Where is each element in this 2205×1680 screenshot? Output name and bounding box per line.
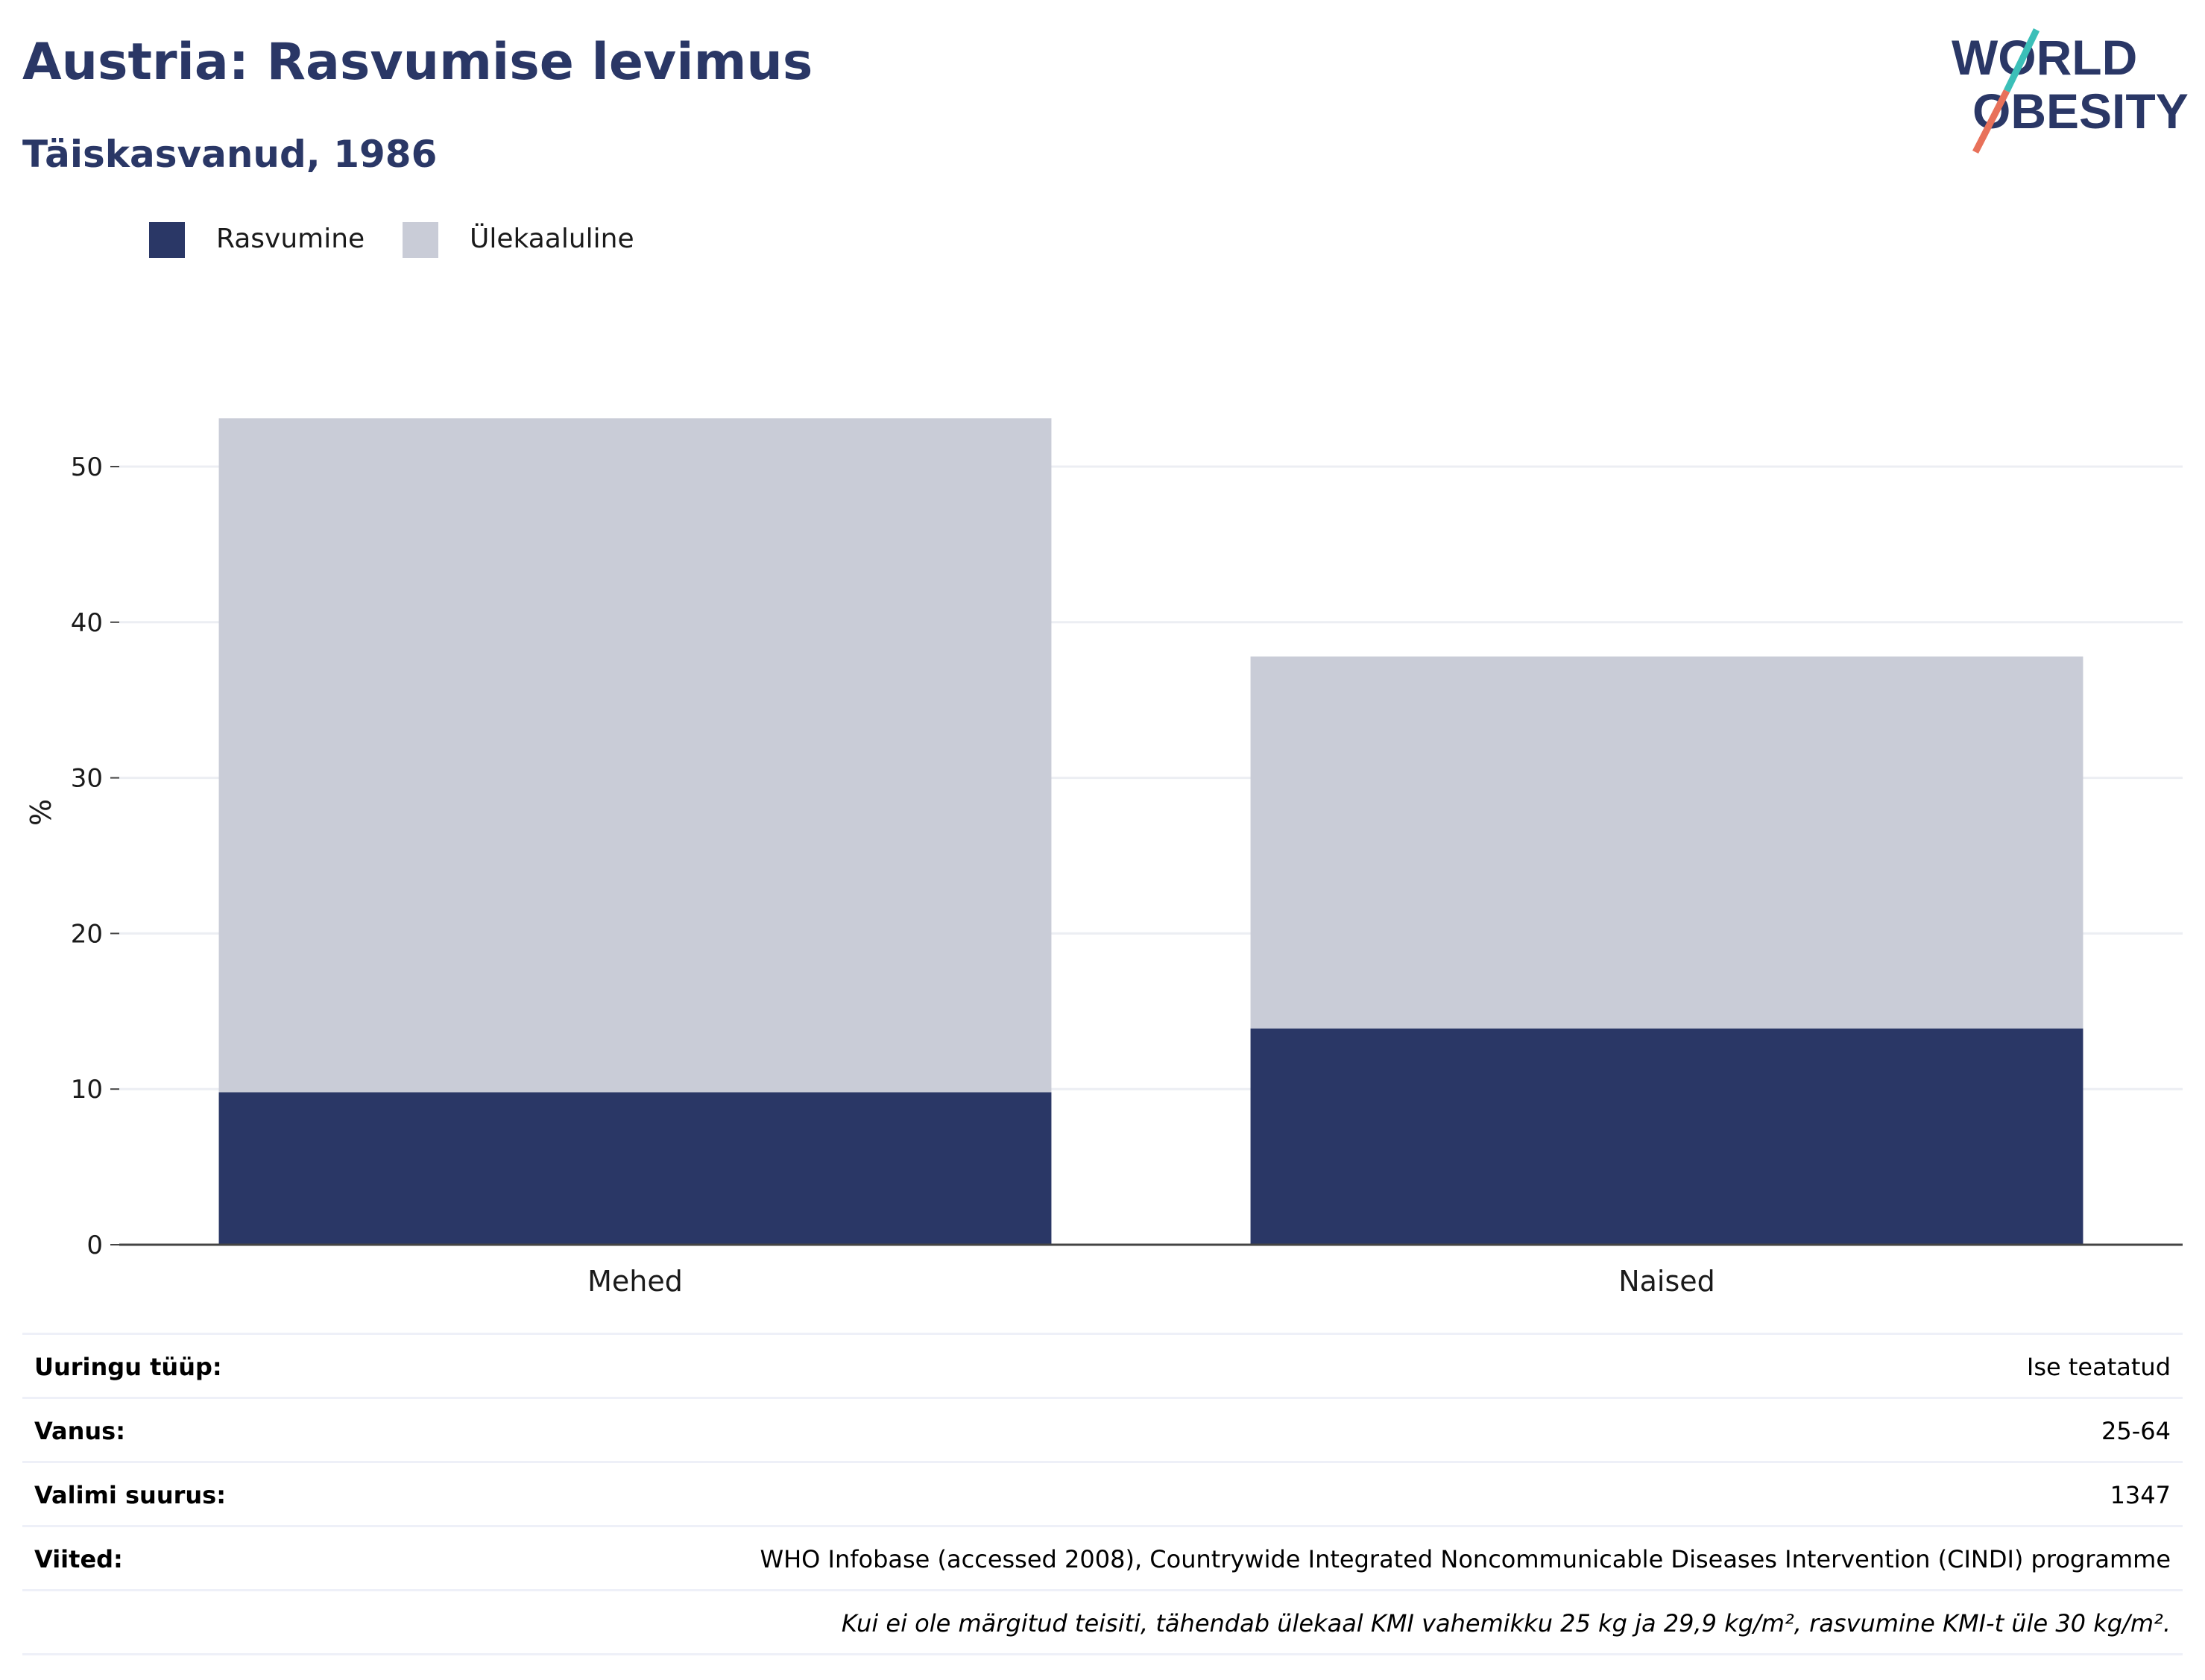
definition-footnote: Kui ei ole märgitud teisiti, tähendab ül… [841,1609,2171,1638]
bar-chart: 0 10 20 30 40 50% Mehed Naised [25,418,2183,1298]
y-tick-label: 30 [71,764,103,794]
y-tick-label: 20 [71,919,103,949]
bar-ulekaaluline-naised [1250,656,2083,1029]
info-value: 1347 [2110,1481,2171,1509]
info-row-footnote: Kui ei ole märgitud teisiti, tähendab ül… [22,1589,2183,1655]
survey-info-table: Uuringu tüüp: Ise teatatud Vanus: 25-64 … [22,1333,2183,1655]
info-key: Uuringu tüüp: [34,1353,222,1381]
bar-ulekaaluline-mehed [218,418,1052,1093]
y-tick-label: 0 [86,1231,103,1260]
logo-word-world: WORLD [1952,30,2137,85]
info-row-survey-type: Uuringu tüüp: Ise teatatud [22,1333,2183,1397]
chart-title: Austria: Rasvumise levimus [22,33,813,92]
info-row-references: Viited: WHO Infobase (accessed 2008), Co… [22,1525,2183,1589]
legend-swatch-rasvumine [149,222,185,258]
info-value: 25-64 [2101,1417,2171,1445]
world-obesity-logo: WORLD OBESITY [1952,28,2189,154]
x-tick-label: Mehed [587,1265,683,1298]
info-key: Viited: [34,1545,123,1573]
info-value: WHO Infobase (accessed 2008), Countrywid… [760,1545,2171,1573]
y-tick-label: 40 [71,608,103,638]
logo-slash-teal [2003,28,2040,92]
info-key: Vanus: [34,1417,126,1445]
x-tick-label: Naised [1618,1265,1715,1298]
y-tick-label: 10 [71,1075,103,1105]
y-tick-label: 50 [71,452,103,482]
bar-rasvumine-naised [1250,1028,2083,1245]
info-row-age: Vanus: 25-64 [22,1397,2183,1461]
legend-swatch-ulekaaluline [403,222,438,258]
y-axis-label: % [25,799,57,826]
legend-label-ulekaaluline: Ülekaaluline [470,224,634,254]
legend-label-rasvumine: Rasvumine [216,224,365,254]
bar-rasvumine-mehed [218,1092,1052,1245]
chart-subtitle: Täiskasvanud, 1986 [22,133,438,176]
info-row-sample-size: Valimi suurus: 1347 [22,1461,2183,1525]
logo-slash-coral [1972,89,2010,154]
info-value: Ise teatatud [2026,1353,2171,1381]
info-key: Valimi suurus: [34,1481,227,1509]
